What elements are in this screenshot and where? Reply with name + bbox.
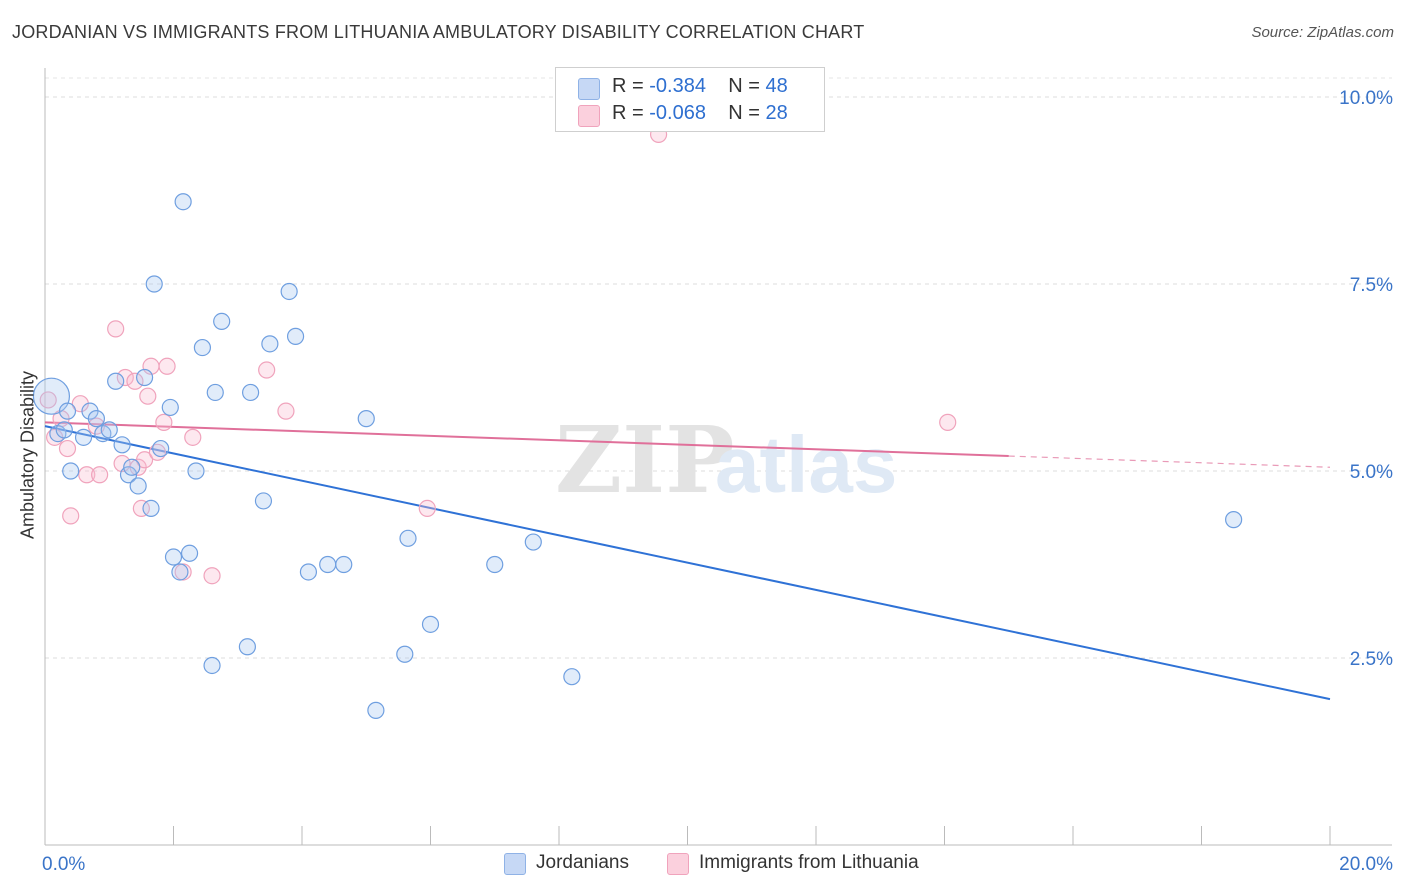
point-jordanians — [74, 428, 93, 446]
grid-lines — [45, 77, 1392, 659]
point-jordanians — [55, 421, 73, 439]
point-jordanians — [203, 656, 221, 675]
point-lithuania — [277, 402, 295, 420]
point-lithuania — [258, 361, 276, 379]
point-lithuania — [418, 499, 436, 517]
point-jordanians — [123, 458, 141, 476]
bottom-legend-label: Immigrants from Lithuania — [699, 852, 919, 873]
point-lithuania — [116, 368, 134, 387]
point-jordanians — [152, 439, 170, 458]
point-jordanians — [524, 533, 542, 551]
point-jordanians — [164, 548, 183, 566]
y-tick-label: 5.0% — [1350, 462, 1393, 483]
point-jordanians — [206, 383, 224, 402]
point-jordanians — [62, 462, 80, 480]
point-lithuania — [132, 499, 150, 517]
point-jordanians — [58, 402, 77, 420]
legend-swatch-lithuania — [578, 105, 600, 127]
point-lithuania — [91, 466, 109, 484]
chart-title: JORDANIAN VS IMMIGRANTS FROM LITHUANIA A… — [12, 22, 865, 42]
legend-n-value: 28 — [765, 102, 788, 124]
point-jordanians — [286, 327, 305, 345]
point-jordanians — [213, 312, 231, 330]
point-jordanians — [396, 645, 414, 663]
data-points — [32, 125, 1243, 719]
legend-r-label: R = — [612, 102, 650, 124]
y-tick-label: 2.5% — [1350, 649, 1393, 670]
point-lithuania — [135, 451, 154, 469]
axes — [44, 68, 1392, 846]
legend-r-value: -0.068 — [649, 102, 706, 124]
point-lithuania — [158, 357, 176, 375]
point-jordanians — [113, 436, 131, 454]
point-lithuania — [939, 413, 957, 431]
point-lithuania — [78, 466, 96, 484]
point-lithuania — [62, 507, 80, 525]
point-jordanians — [87, 410, 106, 428]
point-lithuania — [58, 439, 77, 458]
point-jordanians — [180, 544, 199, 562]
trend-line-lithuania — [44, 421, 1009, 458]
trend-line-lithuania-extension — [1008, 455, 1331, 468]
bottom-legend-label: Jordanians — [536, 852, 629, 873]
source-credit: Source: ZipAtlas.com — [1251, 24, 1394, 41]
point-jordanians — [187, 462, 205, 480]
point-jordanians — [142, 499, 160, 517]
legend-n-value: 48 — [765, 75, 788, 97]
watermark-atlas: atlas — [715, 420, 897, 509]
point-jordanians — [335, 555, 353, 574]
point-jordanians — [171, 563, 189, 581]
legend-n-label: N = — [728, 102, 766, 124]
y-tick-label: 10.0% — [1339, 88, 1393, 109]
point-jordanians — [319, 555, 337, 574]
point-jordanians — [563, 668, 581, 686]
stats-legend: R = -0.384 N = 48 R = -0.068 N = 28 — [555, 67, 825, 132]
point-lithuania — [126, 372, 144, 390]
point-jordanians — [1225, 511, 1243, 529]
point-jordanians — [254, 492, 273, 510]
point-lithuania — [39, 391, 57, 409]
point-jordanians — [161, 398, 179, 417]
point-jordanians — [357, 410, 375, 428]
point-jordanians — [135, 368, 154, 387]
trend-line-jordanians — [44, 425, 1331, 701]
point-jordanians — [486, 555, 504, 574]
point-lithuania — [184, 428, 202, 446]
tick-labels: 2.5% 5.0% 7.5% 10.0% 0.0% 20.0% — [42, 88, 1393, 875]
point-jordanians — [261, 335, 279, 353]
point-jordanians — [367, 701, 385, 719]
point-jordanians — [238, 638, 256, 656]
point-jordanians — [242, 383, 260, 402]
point-jordanians — [32, 377, 71, 415]
point-jordanians — [174, 193, 192, 211]
watermark-zip: ZIP — [555, 406, 734, 514]
point-jordanians — [129, 477, 147, 495]
x-tick-label: 0.0% — [42, 854, 85, 875]
trend-lines — [44, 421, 1331, 701]
point-jordanians — [421, 615, 440, 633]
point-jordanians — [299, 563, 318, 581]
point-jordanians — [100, 421, 118, 439]
point-jordanians — [399, 529, 417, 547]
point-lithuania — [203, 567, 221, 585]
point-lithuania — [155, 413, 173, 431]
legend-r-value: -0.384 — [649, 75, 706, 97]
y-axis-label: Ambulatory Disability — [17, 370, 38, 540]
point-jordanians — [280, 282, 298, 301]
bottom-legend-swatch-jordanians — [504, 853, 526, 875]
point-jordanians — [193, 338, 212, 357]
point-lithuania — [139, 387, 157, 405]
x-tick-label: 20.0% — [1339, 854, 1393, 875]
legend-n-label: N = — [728, 75, 766, 97]
point-lithuania — [107, 320, 125, 338]
y-tick-label: 7.5% — [1350, 275, 1393, 296]
point-jordanians — [107, 372, 125, 390]
point-jordanians — [145, 275, 163, 293]
bottom-legend-swatch-lithuania — [667, 853, 689, 875]
legend-r-label: R = — [612, 75, 650, 97]
legend-swatch-jordanians — [578, 78, 600, 100]
